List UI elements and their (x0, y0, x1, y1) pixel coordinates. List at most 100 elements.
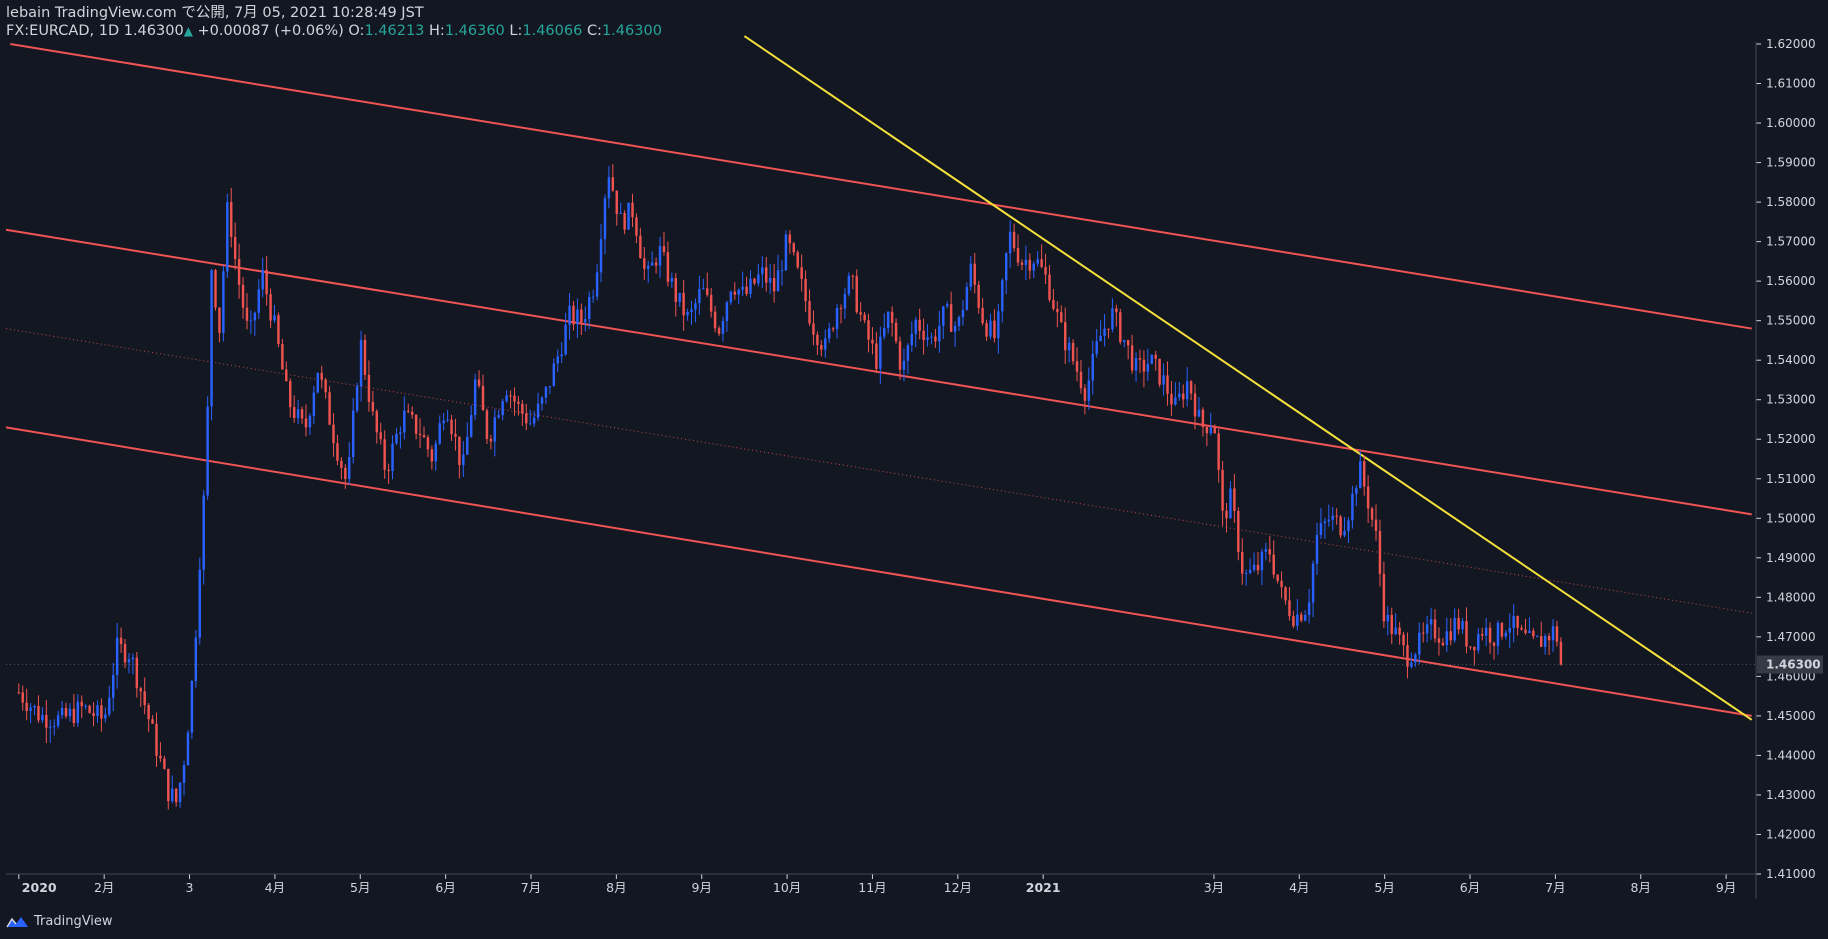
candle-body (1449, 631, 1452, 641)
y-tick-label: 1.48000 (1766, 590, 1816, 604)
candle-body (851, 275, 855, 277)
candle-body (214, 270, 217, 308)
candle-body (1433, 619, 1437, 639)
drawing-layer (5, 35, 1753, 721)
candle-body (1300, 614, 1303, 621)
close-label: C: (586, 23, 602, 39)
candle-body (525, 413, 528, 424)
candle-body (1366, 486, 1370, 509)
x-tick-label: 12月 (944, 880, 972, 895)
candle-body (792, 243, 796, 253)
channel-bottom[interactable] (5, 426, 1752, 717)
price-axis[interactable]: 1.410001.420001.430001.440001.450001.460… (1756, 37, 1816, 881)
candle-body (1280, 580, 1283, 588)
high-value: 1.46360 (444, 23, 505, 39)
candle-body (1064, 322, 1067, 351)
x-tick-label: 8月 (1631, 880, 1651, 895)
channel-midline[interactable] (5, 328, 1752, 614)
candle-body (780, 270, 784, 272)
candle-body (375, 411, 379, 433)
candle-body (1087, 380, 1091, 401)
candle-body (312, 392, 316, 416)
candle-body (934, 336, 937, 342)
candle-body (324, 379, 327, 393)
candle-body (863, 314, 866, 321)
candle-body (1311, 563, 1315, 603)
candle-body (1319, 523, 1323, 535)
candle-body (619, 213, 622, 215)
channel-top[interactable] (10, 43, 1752, 330)
candle-body (658, 246, 662, 266)
candle-body (37, 705, 40, 721)
candle-body (1465, 621, 1468, 647)
candle-body (407, 410, 410, 412)
candle-body (926, 337, 929, 340)
candle-body (60, 708, 64, 716)
candle-body (607, 177, 611, 199)
candle-body (1225, 510, 1228, 519)
high-label: H: (429, 23, 445, 39)
candle-body (1197, 409, 1201, 417)
y-tick-label: 1.60000 (1766, 116, 1816, 130)
candle-body (1492, 642, 1496, 646)
candle-body (1288, 600, 1291, 617)
candle-body (957, 317, 961, 326)
candle-body (517, 401, 520, 404)
candle-body (548, 386, 552, 388)
time-axis[interactable]: 2020 2月 3 4月 5月 6月 7月 8月 9月 10月 11月 12月 2021 3月 4月 5月 6月… (18, 874, 1737, 895)
candle-body (497, 415, 500, 418)
symbol-label[interactable]: FX:EURCAD, 1D (6, 23, 120, 39)
candle-body (273, 315, 276, 321)
candle-body (171, 788, 174, 802)
candle-body (973, 263, 976, 285)
channel-middle[interactable] (5, 228, 1752, 516)
candle-body (1036, 259, 1039, 264)
candle-body (1004, 253, 1008, 281)
candle-body (1484, 627, 1488, 636)
candle-body (1406, 645, 1409, 667)
candle-body (1107, 328, 1110, 330)
candle-body (1048, 274, 1051, 300)
candle-body (1473, 646, 1476, 651)
candle-body (804, 278, 807, 302)
candle-body (237, 258, 241, 285)
candle-body (985, 323, 988, 337)
candle-body (115, 637, 119, 676)
candle-body (816, 334, 819, 346)
candle-body (977, 284, 980, 308)
candle-body (155, 723, 158, 756)
candle-body (953, 325, 957, 332)
candle-body (580, 309, 583, 323)
up-arrow-icon: ▲ (183, 24, 193, 38)
candle-body (1260, 551, 1264, 571)
y-tick-label: 1.47000 (1766, 630, 1816, 644)
y-tick-label: 1.51000 (1766, 472, 1816, 486)
candle-body (1111, 308, 1114, 330)
candle-body (1020, 262, 1024, 265)
candle-body (395, 433, 398, 444)
candle-body (741, 286, 744, 290)
candle-body (784, 234, 788, 271)
trendline[interactable] (743, 35, 1753, 721)
candle-body (387, 469, 390, 471)
candle-body (1150, 354, 1153, 364)
candle-body (108, 697, 111, 715)
candle-body (210, 270, 213, 407)
candle-body (1052, 299, 1055, 309)
candle-body (568, 305, 571, 325)
candle-body (1524, 629, 1527, 634)
candle-body (1174, 397, 1177, 405)
candle-body (289, 381, 292, 408)
candle-body (1123, 340, 1126, 342)
candle-body (391, 443, 394, 471)
candle-body (1170, 393, 1173, 405)
candle-body (1182, 393, 1185, 400)
candle-body (296, 409, 300, 419)
candle-body (1504, 632, 1508, 637)
candle-body (1138, 358, 1142, 360)
x-tick-label: 8月 (606, 880, 626, 895)
candle-body (788, 234, 792, 244)
candle-body (564, 324, 567, 355)
candle-body (1205, 427, 1209, 434)
